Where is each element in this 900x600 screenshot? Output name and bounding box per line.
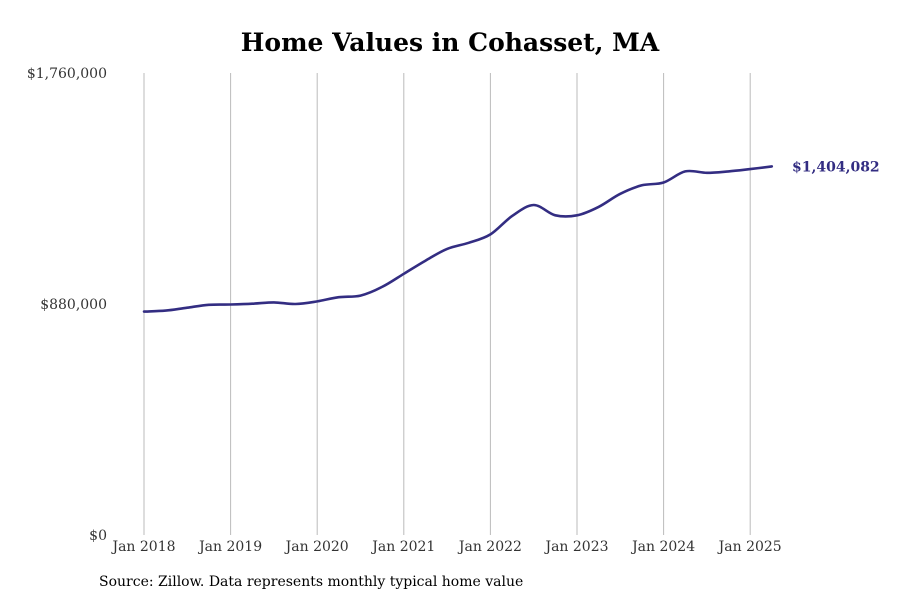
x-tick-label: Jan 2023 [543,539,608,555]
x-tick-label: Jan 2020 [284,539,349,555]
y-tick-label: $1,760,000 [27,66,107,82]
source-note: Source: Zillow. Data represents monthly … [99,574,524,590]
chart-title: Home Values in Cohasset, MA [240,28,660,57]
x-tick-label: Jan 2019 [197,539,262,555]
x-tick-label: Jan 2018 [110,539,175,555]
series-group [142,165,774,313]
y-axis-ticks: $0 $880,000 $1,760,000 [27,66,107,544]
y-tick-label: $880,000 [40,297,107,313]
end-value-label: $1,404,082 [792,159,880,175]
x-tick-label: Jan 2022 [457,539,522,555]
x-tick-label: Jan 2024 [630,539,695,555]
x-tick-label: Jan 2025 [717,539,782,555]
y-tick-label: $0 [89,528,107,544]
end-labels: $1,404,082 [792,159,880,175]
x-tick-label: Jan 2021 [370,539,435,555]
series-line-0 [142,165,774,313]
x-axis-ticks: Jan 2018 Jan 2019 Jan 2020 Jan 2021 Jan 2022… [110,539,781,555]
